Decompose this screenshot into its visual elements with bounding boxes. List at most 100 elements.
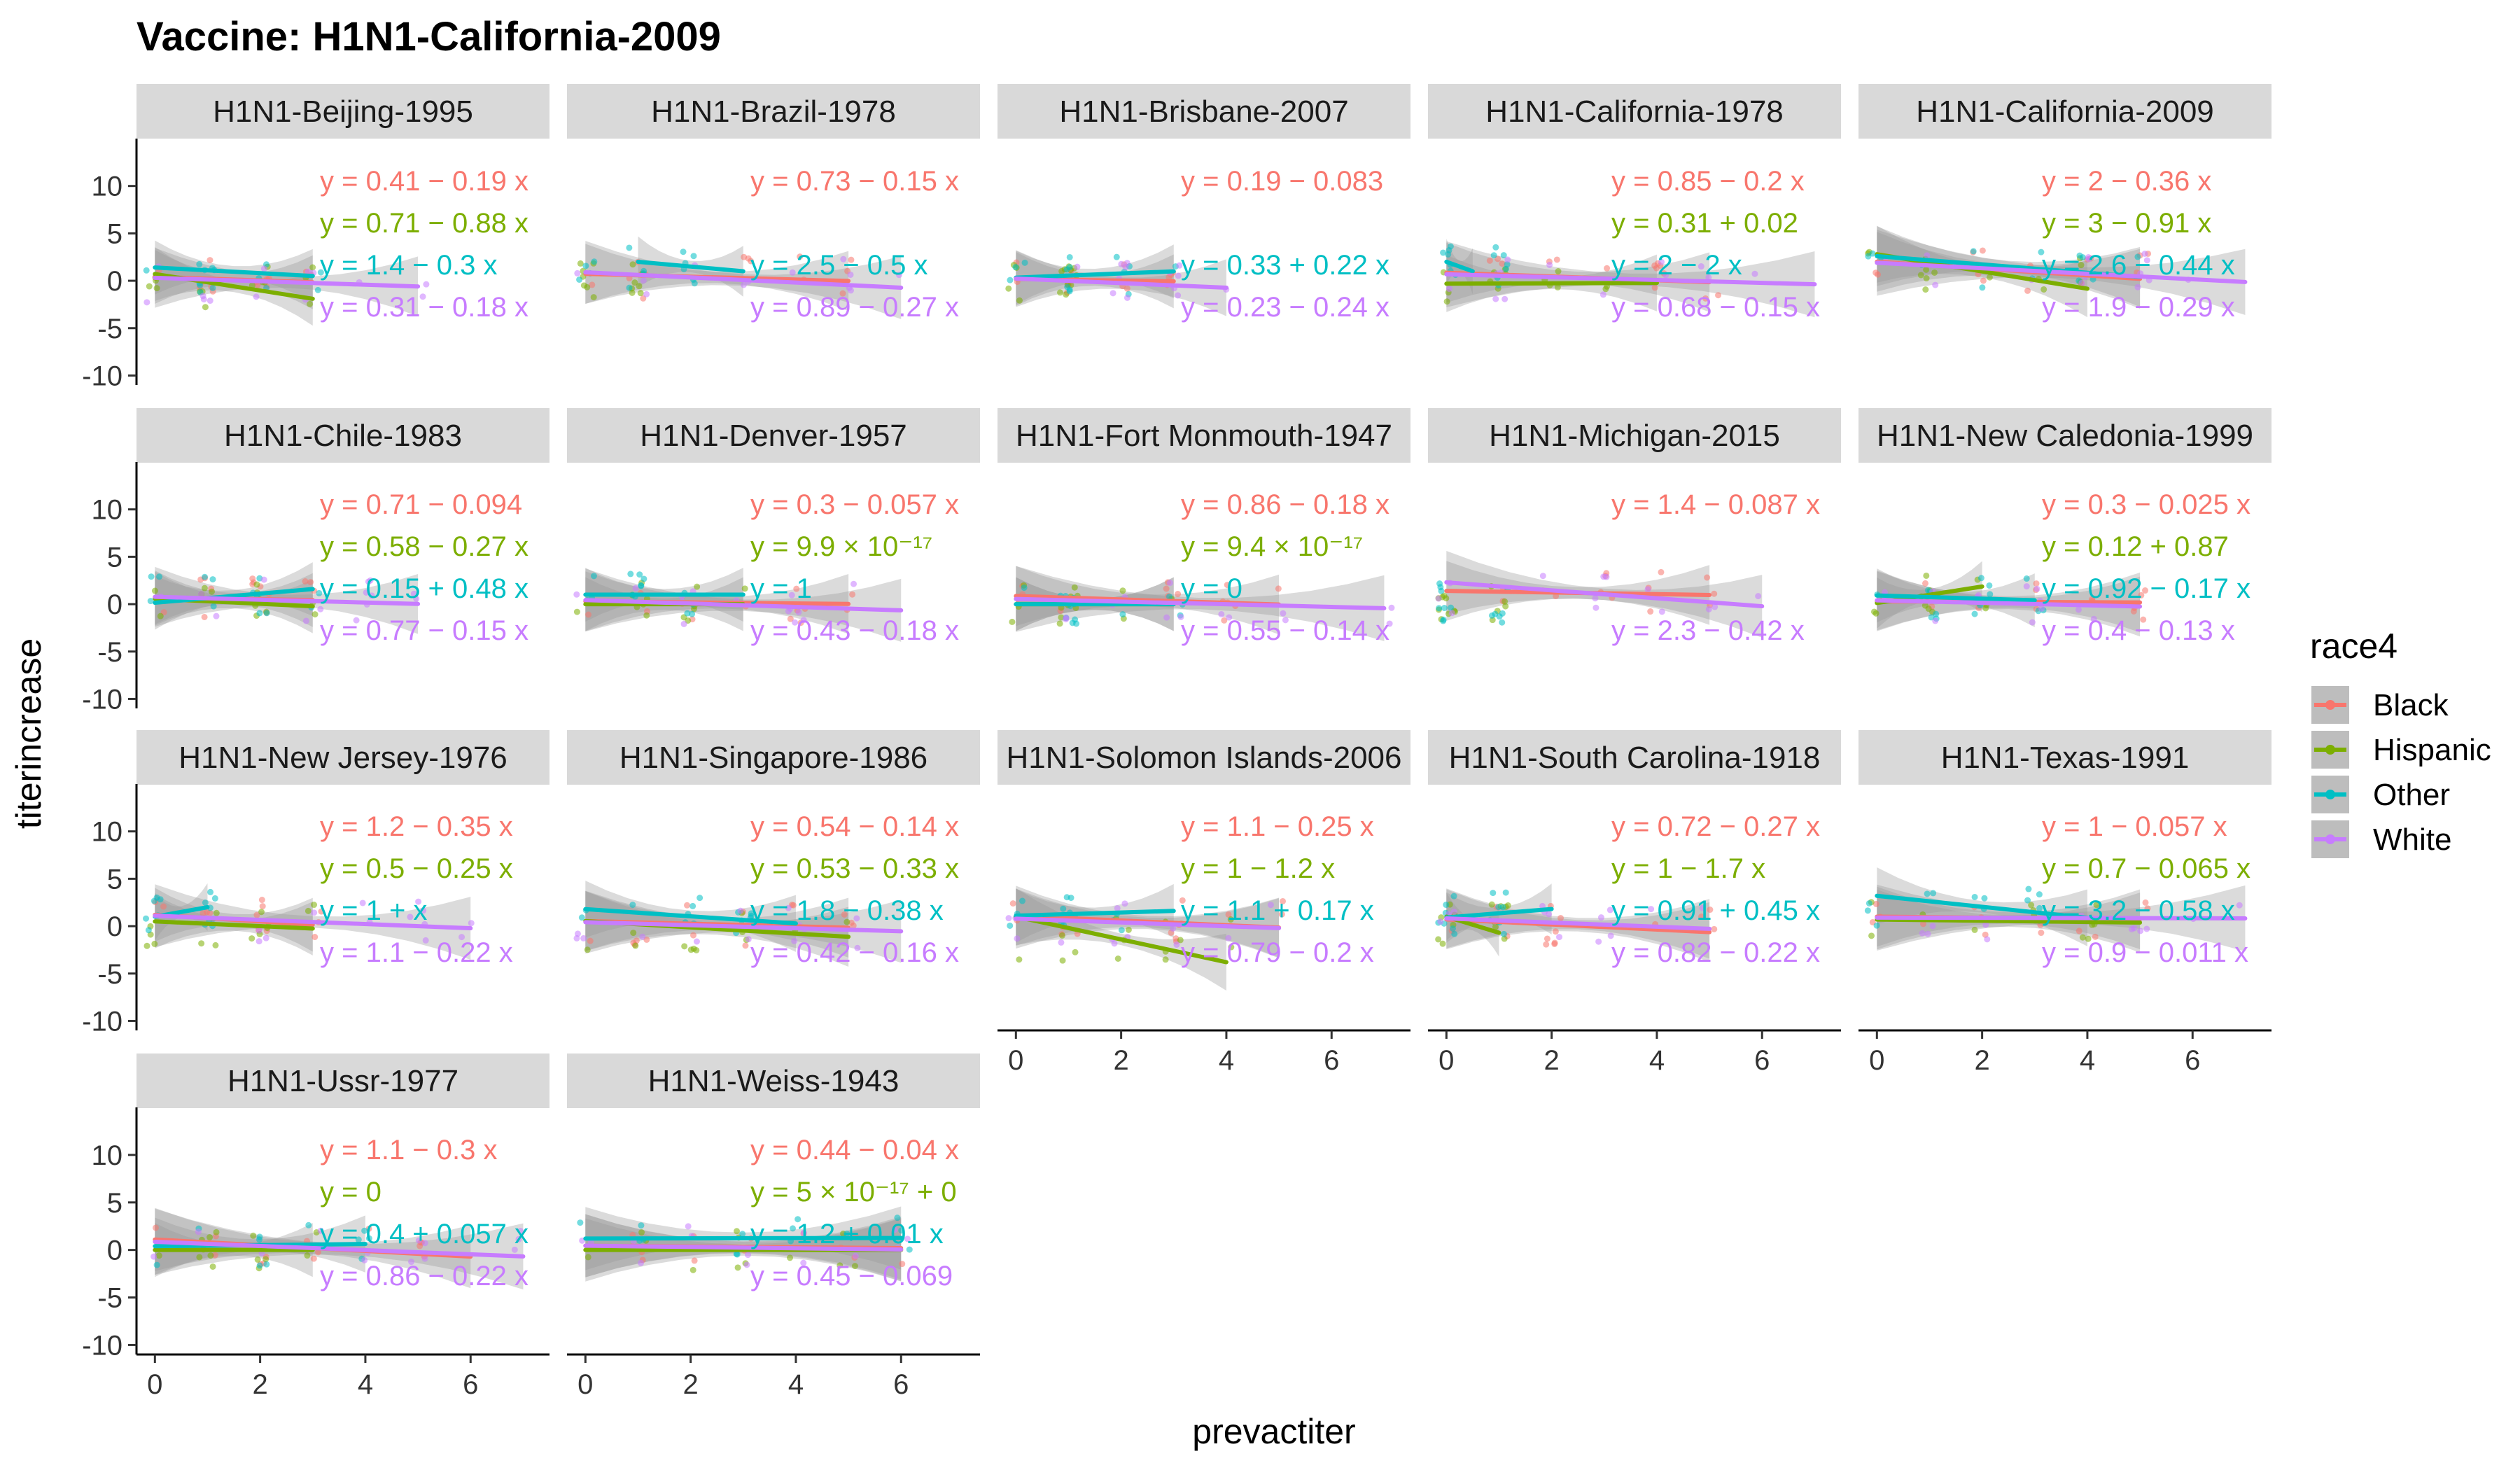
y-tick-label: 10: [92, 817, 123, 848]
data-point: [696, 895, 704, 902]
data-point: [1600, 291, 1606, 298]
data-point: [693, 938, 700, 945]
data-point: [213, 909, 220, 916]
data-point: [643, 290, 650, 298]
data-point: [1592, 604, 1600, 611]
data-point: [1931, 269, 1938, 276]
x-tick-label: 2: [1113, 1045, 1128, 1076]
data-point: [1715, 292, 1722, 299]
data-point: [1435, 595, 1442, 602]
y-tick-label: -10: [82, 1006, 122, 1037]
equation-label: y = 1.1 − 0.25 x: [1181, 811, 1374, 842]
regression-line: [153, 594, 421, 606]
data-point: [1555, 268, 1562, 275]
data-point: [1005, 285, 1012, 292]
data-point: [156, 573, 163, 580]
data-point: [458, 934, 465, 941]
data-point: [355, 1236, 362, 1243]
data-point: [1435, 936, 1442, 943]
equation-label: y = 0.86 − 0.18 x: [1181, 489, 1390, 520]
equation-label: y = 1: [750, 573, 812, 604]
data-point: [573, 608, 580, 615]
data-point: [1658, 258, 1665, 265]
data-point: [1647, 608, 1654, 615]
data-point: [1012, 264, 1019, 271]
facet-panel: H1N1-Michigan-2015 y = 1.4 − 0.087 x y = 2…: [1428, 408, 1841, 646]
data-point: [209, 588, 216, 595]
data-point: [1984, 936, 1991, 943]
data-point: [1224, 582, 1231, 589]
data-point: [1074, 263, 1081, 270]
data-point: [1218, 610, 1225, 617]
data-point: [307, 579, 314, 586]
data-point: [1176, 262, 1183, 269]
data-point: [143, 267, 150, 274]
data-point: [1592, 595, 1599, 602]
data-point: [638, 1259, 645, 1266]
data-point: [1502, 295, 1508, 302]
data-point: [206, 1234, 214, 1241]
y-tick-label: -5: [97, 959, 122, 990]
regression-lines: [1875, 252, 2248, 291]
data-point: [1971, 610, 1978, 617]
facet-panel: H1N1-Beijing-1995 y = 0.41 − 0.19 x y = 0.…: [82, 84, 550, 391]
data-point: [260, 265, 267, 272]
data-point: [1556, 934, 1563, 941]
data-point: [196, 260, 203, 267]
data-point: [590, 294, 597, 301]
data-point: [144, 942, 150, 949]
data-point: [1280, 897, 1287, 904]
y-tick-label: 5: [107, 542, 122, 573]
data-point: [423, 281, 430, 288]
data-point: [1658, 608, 1665, 615]
data-point: [626, 244, 633, 251]
facet-panel: H1N1-New Caledonia-1999 y = 0.3 − 0.025 x…: [1858, 408, 2272, 646]
data-point: [361, 1256, 368, 1264]
regression-line: [1014, 596, 1387, 610]
data-point: [517, 1227, 524, 1234]
data-point: [1443, 902, 1450, 909]
equation-label: y = 0.44 − 0.04 x: [750, 1135, 959, 1166]
data-point: [1018, 897, 1026, 904]
data-point: [1970, 248, 1977, 255]
data-point: [1446, 286, 1452, 293]
data-point: [419, 293, 426, 300]
data-point: [1118, 927, 1125, 934]
facet-strip-label: H1N1-California-1978: [1485, 94, 1784, 129]
data-point: [2036, 891, 2043, 898]
data-point: [1490, 890, 1497, 897]
data-point: [157, 896, 164, 903]
facet-strip: [567, 1054, 980, 1108]
data-point: [312, 934, 318, 941]
regression-line: [1875, 917, 2143, 925]
data-point: [640, 277, 647, 284]
data-point: [906, 1246, 913, 1253]
data-point: [1979, 247, 1986, 254]
data-point: [1971, 926, 1978, 933]
data-point: [1016, 956, 1023, 963]
data-point: [1440, 617, 1447, 624]
data-point: [1595, 938, 1602, 945]
data-point: [2076, 606, 2082, 613]
equation-label: y = 1.1 + 0.17 x: [1181, 895, 1374, 926]
data-point: [1121, 900, 1128, 907]
y-tick-label: 5: [107, 1188, 122, 1219]
regression-line: [1875, 893, 2090, 920]
data-point: [851, 1263, 858, 1270]
data-point: [2128, 925, 2135, 932]
facet-panel: H1N1-Texas-1991 y = 1 − 0.057 x y = 0.7 − …: [1858, 730, 2272, 1076]
data-point: [250, 1232, 257, 1239]
data-point: [1068, 895, 1074, 902]
data-point: [307, 300, 314, 307]
data-point: [1977, 575, 1984, 582]
data-point: [511, 1246, 518, 1253]
data-point: [1982, 921, 1989, 928]
data-point: [151, 940, 158, 947]
data-point: [852, 1252, 859, 1259]
data-point: [2141, 250, 2148, 257]
y-tick-label: -10: [82, 684, 122, 715]
data-point: [422, 937, 429, 944]
data-point: [629, 902, 636, 909]
data-point: [1490, 252, 1497, 259]
data-point: [368, 592, 375, 599]
